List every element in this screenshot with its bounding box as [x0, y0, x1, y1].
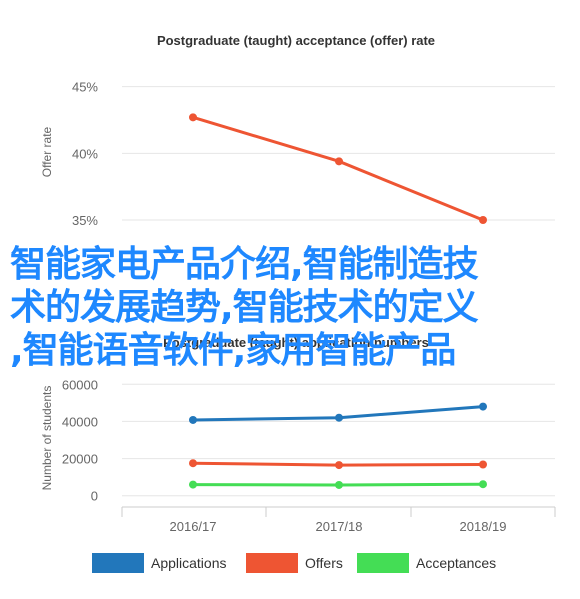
chart-1: Postgraduate (taught) acceptance (offer)…	[40, 33, 555, 228]
chart-1-y-axis-label: Offer rate	[40, 126, 54, 177]
chart-1-y-tick-label: 35%	[72, 213, 98, 228]
legend-label[interactable]: Offers	[305, 555, 343, 571]
chart-2: Postgraduate (taught) application number…	[40, 335, 556, 573]
chart-2-x-tick-label: 2016/17	[170, 519, 217, 534]
chart-1-series	[189, 113, 487, 224]
chart-2-data-point[interactable]	[479, 460, 487, 469]
chart-1-data-point[interactable]	[335, 157, 343, 166]
legend-swatch[interactable]	[357, 553, 409, 573]
chart-2-data-point[interactable]	[335, 480, 343, 489]
chart-2-data-point[interactable]	[479, 480, 487, 489]
chart-1-gridlines	[122, 86, 555, 221]
chart-2-series	[189, 402, 487, 489]
chart-2-y-tick-label: 20000	[62, 452, 98, 467]
chart-1-y-tick-label: 40%	[72, 146, 98, 161]
chart-2-title: Postgraduate (taught) application number…	[163, 335, 429, 350]
chart-2-y-tick-label: 40000	[62, 414, 98, 429]
chart-2-x-ticks: 2016/17 2017/18 2018/19	[121, 507, 556, 534]
legend-label[interactable]: Acceptances	[416, 555, 496, 571]
chart-2-y-axis-label: Number of students	[40, 386, 54, 491]
chart-2-data-point[interactable]	[335, 461, 343, 470]
chart-2-data-point[interactable]	[479, 402, 487, 411]
chart-2-y-ticks: 0 20000 40000 60000	[62, 377, 98, 503]
legend-swatch[interactable]	[92, 553, 144, 573]
chart-2-data-point[interactable]	[335, 413, 343, 422]
chart-1-title: Postgraduate (taught) acceptance (offer)…	[157, 33, 435, 48]
legend-label[interactable]: Applications	[151, 555, 227, 571]
chart-1-y-ticks: 35% 40% 45%	[72, 80, 98, 228]
overlay-caption: 智能家电产品介绍,智能制造技 术的发展趋势,智能技术的定义 ,智能语音软件,家用…	[10, 244, 479, 371]
chart-1-data-point[interactable]	[479, 216, 487, 224]
chart-2-y-tick-label: 60000	[62, 377, 98, 392]
chart-2-data-point[interactable]	[189, 480, 197, 489]
chart-2-gridlines	[122, 383, 555, 497]
chart-1-y-tick-label: 45%	[72, 80, 98, 95]
legend-swatch[interactable]	[246, 553, 298, 573]
chart-2-data-point[interactable]	[189, 415, 197, 424]
chart-2-legend[interactable]: Applications Offers Acceptances	[92, 553, 496, 573]
chart-1-series-line	[192, 115, 484, 222]
chart-2-y-tick-label: 0	[91, 489, 98, 504]
chart-2-x-tick-label: 2018/19	[460, 519, 507, 534]
chart-2-x-tick-label: 2017/18	[316, 519, 363, 534]
chart-1-data-point[interactable]	[189, 113, 197, 122]
chart-2-data-point[interactable]	[189, 459, 197, 468]
